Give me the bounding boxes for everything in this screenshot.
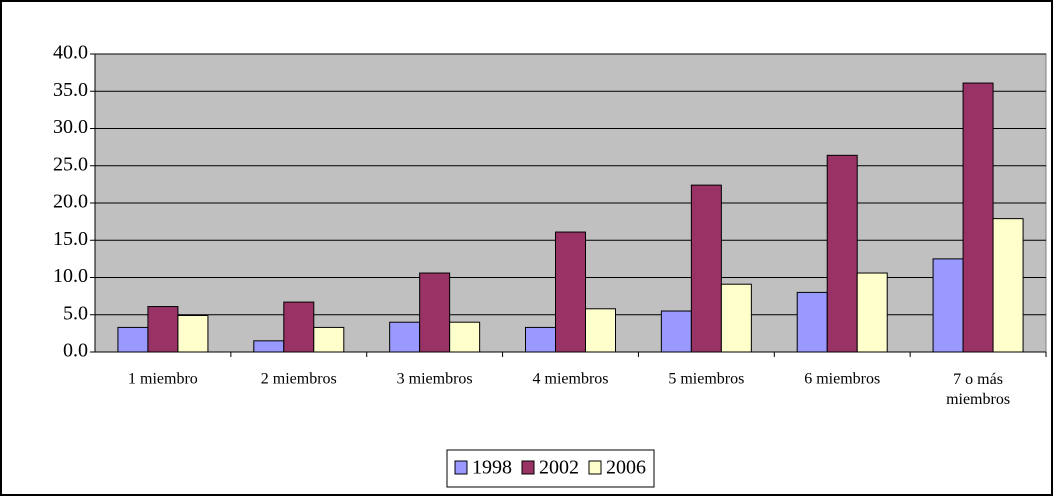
x-tick-label: 7 o más miembros — [946, 371, 1010, 408]
y-tick-label: 35.0 — [53, 79, 88, 101]
y-tick-label: 40.0 — [53, 42, 88, 64]
bar — [525, 326, 556, 353]
x-tick-label: 2 miembros — [261, 371, 337, 388]
y-tick-label: 15.0 — [53, 228, 88, 250]
legend-box — [446, 449, 655, 488]
bar — [962, 82, 994, 353]
bar — [992, 218, 1024, 353]
bar — [147, 306, 179, 353]
legend-label: 2006 — [606, 457, 646, 479]
y-tick-label: 0.0 — [63, 340, 88, 362]
legend-label: 1998 — [472, 457, 512, 479]
bar — [690, 184, 722, 353]
bar — [177, 314, 209, 353]
bar — [419, 272, 451, 353]
legend: 1998 2002 2006 — [446, 449, 655, 488]
y-tick-label: 10.0 — [53, 265, 88, 287]
legend-label: 2002 — [539, 457, 579, 479]
bar — [117, 326, 149, 353]
x-tick-label: 3 miembros — [397, 371, 473, 388]
x-tick-label: 6 miembros — [804, 371, 880, 388]
bar — [856, 272, 888, 353]
x-tick-label: 4 miembros — [533, 371, 609, 388]
bar — [555, 231, 586, 353]
x-tick-label: 5 miembros — [668, 371, 744, 388]
bar — [313, 326, 345, 353]
legend-swatch — [521, 460, 535, 475]
bar — [932, 258, 964, 353]
bar — [283, 301, 315, 353]
bar — [720, 283, 752, 353]
y-tick-label: 5.0 — [63, 302, 88, 324]
bar — [585, 308, 616, 353]
legend-swatch — [588, 460, 602, 475]
bar — [660, 310, 692, 353]
bar — [253, 340, 285, 353]
y-tick-label: 30.0 — [53, 116, 88, 138]
y-tick-label: 25.0 — [53, 153, 88, 175]
legend-swatch — [454, 460, 468, 475]
x-tick-label: 1 miembro — [128, 371, 198, 388]
bar — [389, 321, 421, 353]
bar — [826, 154, 858, 353]
y-tick-label: 20.0 — [53, 191, 88, 213]
bar — [796, 291, 828, 353]
bar — [449, 321, 481, 353]
